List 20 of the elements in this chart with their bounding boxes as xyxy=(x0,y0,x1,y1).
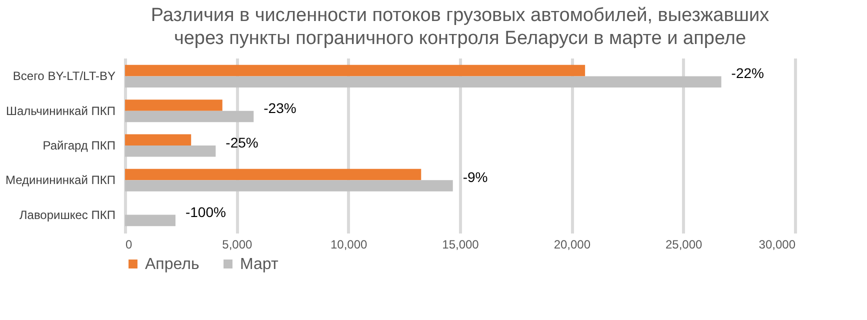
x-tick-label: 5,000 xyxy=(222,238,253,252)
y-tick-label: Шальчининкай ПКП xyxy=(6,104,116,118)
annotation: -22% xyxy=(731,65,764,82)
legend-label: Март xyxy=(240,256,279,273)
y-tick-label: Райгард ПКП xyxy=(42,138,116,152)
y-tick-label: Всего BY-LT/LT-BY xyxy=(12,69,116,84)
x-tick-label: 25,000 xyxy=(665,238,703,252)
x-tick-label: 10,000 xyxy=(330,238,368,252)
annotation: -9% xyxy=(462,169,488,186)
legend-label: Апрель xyxy=(145,256,200,273)
y-tick-label: Лаворишкес ПКП xyxy=(19,208,116,222)
x-tick-label: 0 xyxy=(126,238,132,252)
x-tick-label: 20,000 xyxy=(554,238,591,252)
x-tick-label: 30,000 xyxy=(758,238,796,252)
x-tick-label: 15,000 xyxy=(442,238,480,252)
annotation: -25% xyxy=(226,134,258,150)
annotation: -23% xyxy=(264,100,296,116)
chart-title: Различия в численности потоков грузовых автомобилей, выезжавших через пункты пограничного контроля Беларуси в марте и апреле xyxy=(150,5,770,49)
y-tick-label: Мединининкай ПКП xyxy=(6,173,116,188)
annotation: -100% xyxy=(185,204,226,220)
